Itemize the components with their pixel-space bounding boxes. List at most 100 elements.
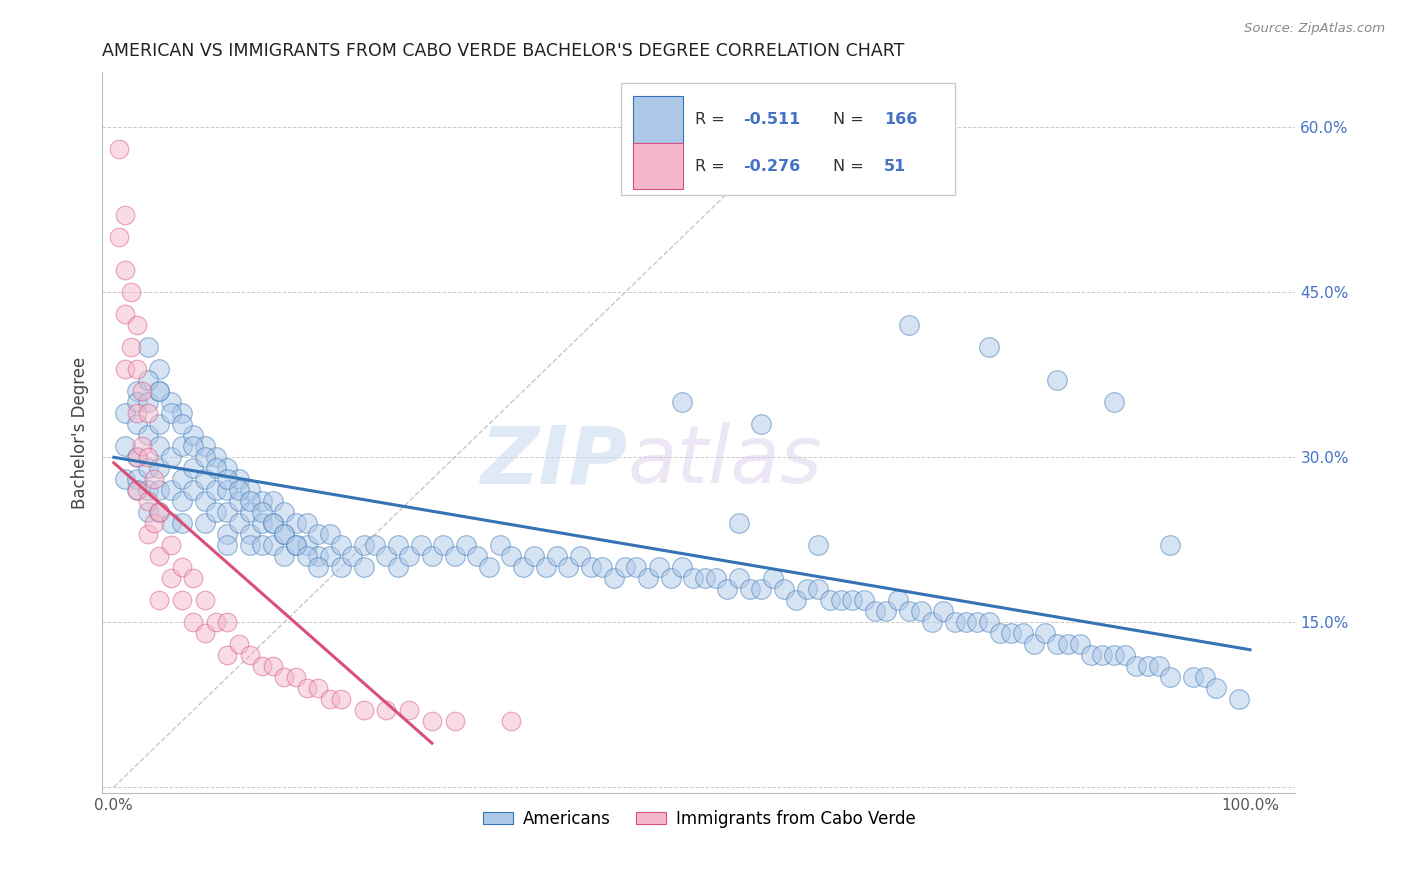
Point	[501, 549, 523, 564]
Point	[131, 439, 153, 453]
Point	[125, 450, 148, 465]
Point	[194, 494, 217, 508]
Point	[239, 648, 262, 663]
FancyBboxPatch shape	[633, 95, 683, 143]
Point	[910, 604, 932, 618]
Point	[183, 461, 205, 475]
Point	[228, 472, 250, 486]
Text: 51: 51	[884, 159, 905, 174]
Point	[148, 461, 170, 475]
Point	[420, 549, 443, 564]
Point	[420, 714, 443, 728]
Text: 166: 166	[884, 112, 917, 127]
Point	[489, 538, 512, 552]
Point	[125, 417, 148, 432]
Point	[738, 582, 761, 597]
Point	[205, 483, 228, 498]
Point	[273, 670, 295, 684]
Text: N =: N =	[832, 112, 869, 127]
Point	[443, 549, 465, 564]
Text: atlas: atlas	[627, 422, 823, 500]
Point	[159, 483, 181, 498]
Point	[159, 538, 181, 552]
Point	[194, 450, 217, 465]
FancyBboxPatch shape	[633, 143, 683, 189]
Point	[1227, 692, 1250, 706]
Point	[136, 527, 159, 541]
Point	[307, 549, 329, 564]
Point	[142, 516, 165, 531]
Point	[170, 406, 193, 420]
Point	[239, 483, 262, 498]
Point	[1069, 637, 1091, 651]
Point	[818, 593, 841, 607]
Point	[159, 395, 181, 409]
Point	[796, 582, 818, 597]
Text: N =: N =	[832, 159, 869, 174]
Point	[398, 549, 420, 564]
Point	[262, 516, 284, 531]
Point	[682, 571, 704, 585]
Point	[170, 494, 193, 508]
Point	[614, 560, 637, 574]
Point	[807, 582, 830, 597]
Point	[183, 615, 205, 630]
Point	[1102, 395, 1125, 409]
Point	[194, 472, 217, 486]
Point	[125, 450, 148, 465]
Point	[125, 318, 148, 333]
Point	[114, 307, 136, 321]
Point	[852, 593, 875, 607]
Point	[284, 538, 307, 552]
Point	[751, 417, 773, 432]
Point	[353, 538, 375, 552]
Point	[921, 615, 943, 630]
Point	[648, 560, 671, 574]
Point	[988, 626, 1011, 640]
Point	[114, 263, 136, 277]
Point	[136, 373, 159, 387]
Point	[307, 560, 329, 574]
Point	[159, 516, 181, 531]
Point	[125, 362, 148, 376]
Point	[887, 593, 910, 607]
Point	[330, 692, 353, 706]
FancyBboxPatch shape	[621, 83, 956, 194]
Point	[262, 659, 284, 673]
Point	[1114, 648, 1136, 663]
Point	[148, 505, 170, 519]
Point	[454, 538, 477, 552]
Point	[131, 384, 153, 399]
Point	[273, 527, 295, 541]
Point	[977, 340, 1000, 354]
Point	[1182, 670, 1205, 684]
Point	[659, 571, 682, 585]
Point	[148, 362, 170, 376]
Point	[250, 538, 273, 552]
Point	[125, 406, 148, 420]
Text: -0.511: -0.511	[744, 112, 800, 127]
Point	[136, 406, 159, 420]
Point	[136, 428, 159, 442]
Point	[217, 483, 239, 498]
Point	[170, 472, 193, 486]
Point	[342, 549, 364, 564]
Point	[250, 494, 273, 508]
Point	[375, 703, 398, 717]
Point	[142, 472, 165, 486]
Point	[1136, 659, 1159, 673]
Point	[1046, 373, 1069, 387]
Point	[295, 516, 318, 531]
Point	[579, 560, 602, 574]
Point	[148, 417, 170, 432]
Point	[898, 604, 921, 618]
Point	[114, 472, 136, 486]
Point	[295, 681, 318, 696]
Point	[557, 560, 579, 574]
Point	[239, 505, 262, 519]
Point	[1159, 538, 1181, 552]
Point	[568, 549, 591, 564]
Point	[273, 527, 295, 541]
Point	[785, 593, 807, 607]
Point	[205, 615, 228, 630]
